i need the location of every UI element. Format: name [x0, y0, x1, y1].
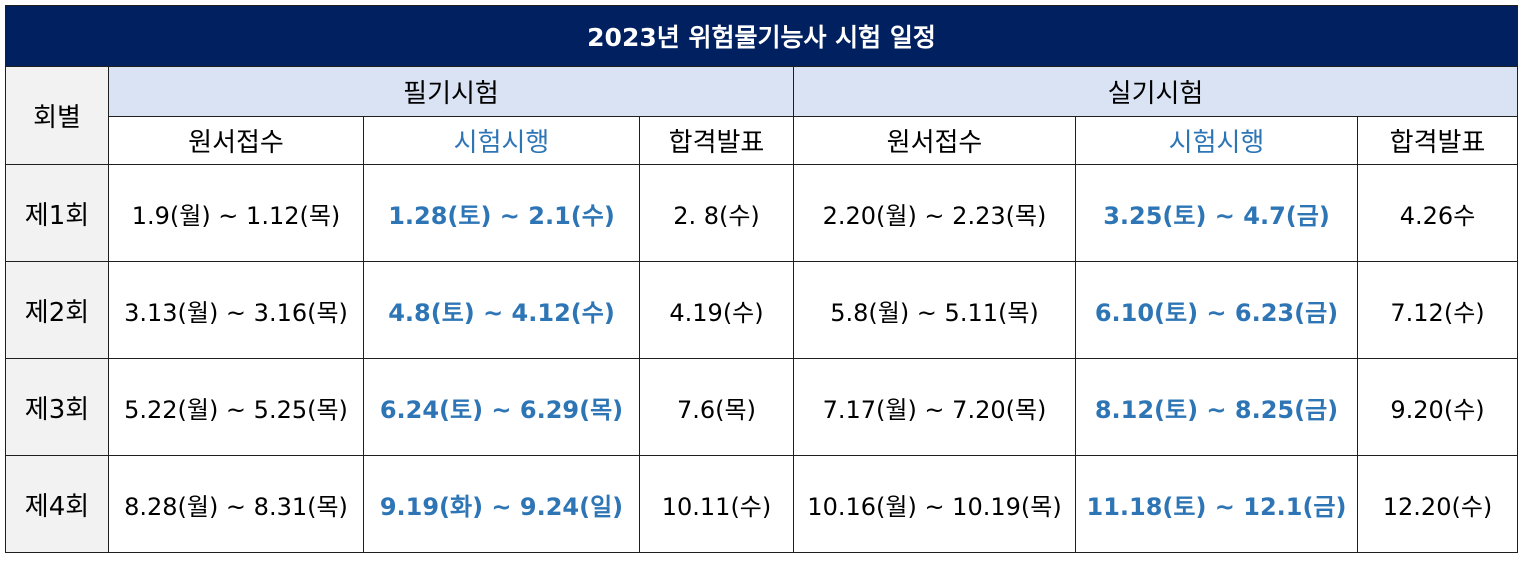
practical-exam-cell: 3.25(토) ~ 4.7(금) [1075, 164, 1358, 262]
practical-result-cell: 4.26수 [1356, 164, 1519, 262]
practical-result-cell: 9.20(수) [1356, 358, 1519, 456]
written-exam-date-header: 시험시행 [363, 116, 640, 165]
table-row: 제3회 5.22(월) ~ 5.25(목) 6.24(토) ~ 6.29(목) … [5, 358, 1519, 456]
practical-apply-cell: 10.16(월) ~ 10.19(목) [793, 455, 1076, 553]
round-label: 제3회 [5, 358, 109, 456]
practical-exam-cell: 6.10(토) ~ 6.23(금) [1075, 261, 1358, 359]
written-exam-cell: 4.8(토) ~ 4.12(수) [363, 261, 640, 359]
table-title: 2023년 위험물기능사 시험 일정 [4, 5, 1519, 67]
exam-schedule-table: 2023년 위험물기능사 시험 일정 회별 필기시험 실기시험 원서접수 시험시… [4, 5, 1519, 553]
practical-apply-cell: 5.8(월) ~ 5.11(목) [793, 261, 1076, 359]
written-apply-cell: 3.13(월) ~ 3.16(목) [108, 261, 364, 359]
practical-exam-header: 실기시험 [792, 66, 1519, 117]
round-label: 제2회 [5, 261, 109, 359]
practical-result-cell: 12.20(수) [1356, 455, 1519, 553]
written-exam-cell: 9.19(화) ~ 9.24(일) [363, 455, 640, 553]
table-row: 제4회 8.28(월) ~ 8.31(목) 9.19(화) ~ 9.24(일) … [5, 455, 1519, 553]
schedule-wrapper: 2023년 위험물기능사 시험 일정 회별 필기시험 실기시험 원서접수 시험시… [4, 5, 1519, 553]
practical-apply-cell: 2.20(월) ~ 2.23(목) [793, 164, 1076, 262]
written-result-header: 합격발표 [639, 116, 794, 165]
written-result-cell: 2. 8(수) [639, 164, 794, 262]
written-exam-cell: 6.24(토) ~ 6.29(목) [363, 358, 640, 456]
written-apply-header: 원서접수 [108, 116, 364, 165]
practical-exam-date-header: 시험시행 [1075, 116, 1358, 165]
practical-exam-cell: 11.18(토) ~ 12.1(금) [1075, 455, 1358, 553]
written-result-cell: 10.11(수) [639, 455, 794, 553]
practical-apply-header: 원서접수 [793, 116, 1076, 165]
practical-result-cell: 7.12(수) [1356, 261, 1519, 359]
written-apply-cell: 5.22(월) ~ 5.25(목) [108, 358, 364, 456]
round-label: 제4회 [5, 455, 109, 553]
written-exam-cell: 1.28(토) ~ 2.1(수) [363, 164, 640, 262]
practical-result-header: 합격발표 [1356, 116, 1519, 165]
round-label: 제1회 [5, 164, 109, 262]
written-result-cell: 4.19(수) [639, 261, 794, 359]
table-row: 제1회 1.9(월) ~ 1.12(목) 1.28(토) ~ 2.1(수) 2.… [5, 164, 1519, 262]
written-apply-cell: 8.28(월) ~ 8.31(목) [108, 455, 364, 553]
written-exam-header: 필기시험 [108, 66, 794, 117]
practical-apply-cell: 7.17(월) ~ 7.20(목) [793, 358, 1076, 456]
table-row: 제2회 3.13(월) ~ 3.16(목) 4.8(토) ~ 4.12(수) 4… [5, 261, 1519, 359]
practical-exam-cell: 8.12(토) ~ 8.25(금) [1075, 358, 1358, 456]
written-apply-cell: 1.9(월) ~ 1.12(목) [108, 164, 364, 262]
round-column-header: 회별 [5, 66, 109, 165]
written-result-cell: 7.6(목) [639, 358, 794, 456]
